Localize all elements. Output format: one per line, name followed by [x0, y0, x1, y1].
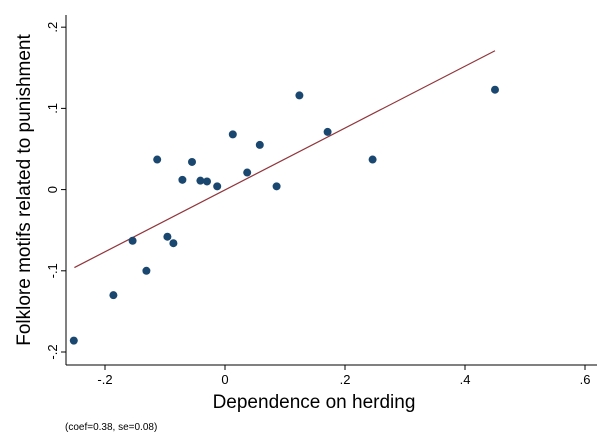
point: [142, 266, 151, 275]
x-tick-label: .6: [580, 372, 591, 387]
point: [203, 177, 211, 186]
y-tick-label: 0: [45, 186, 60, 193]
point: [69, 336, 78, 345]
y-tick-label: .1: [45, 103, 60, 114]
annotation: (coef=0.38, se=0.08): [65, 422, 157, 433]
point: [323, 127, 332, 136]
y-tick-label: -.2: [45, 344, 60, 359]
point: [169, 239, 178, 248]
point: [228, 130, 237, 139]
x-tick-label: .4: [460, 372, 471, 387]
point: [109, 291, 118, 300]
y-tick-label: -.1: [45, 263, 60, 278]
point: [213, 182, 222, 191]
point: [243, 168, 252, 177]
point: [188, 157, 196, 166]
point: [491, 85, 499, 94]
point: [178, 175, 187, 184]
y-axis-label: Folklore motifs related to punishment: [14, 34, 35, 346]
point: [272, 182, 281, 191]
point: [255, 140, 264, 149]
point: [196, 176, 205, 185]
point: [128, 236, 137, 245]
x-axis-label: Dependence on herding: [213, 392, 416, 413]
x-tick-label: 0: [221, 372, 228, 387]
x-tick-label: -.2: [97, 372, 112, 387]
point: [163, 232, 172, 241]
y-tick-label: .2: [45, 22, 60, 33]
x-tick-label: .2: [340, 372, 351, 387]
point: [295, 91, 304, 100]
point: [368, 155, 377, 164]
fit-line: [74, 50, 496, 269]
point: [153, 155, 162, 164]
